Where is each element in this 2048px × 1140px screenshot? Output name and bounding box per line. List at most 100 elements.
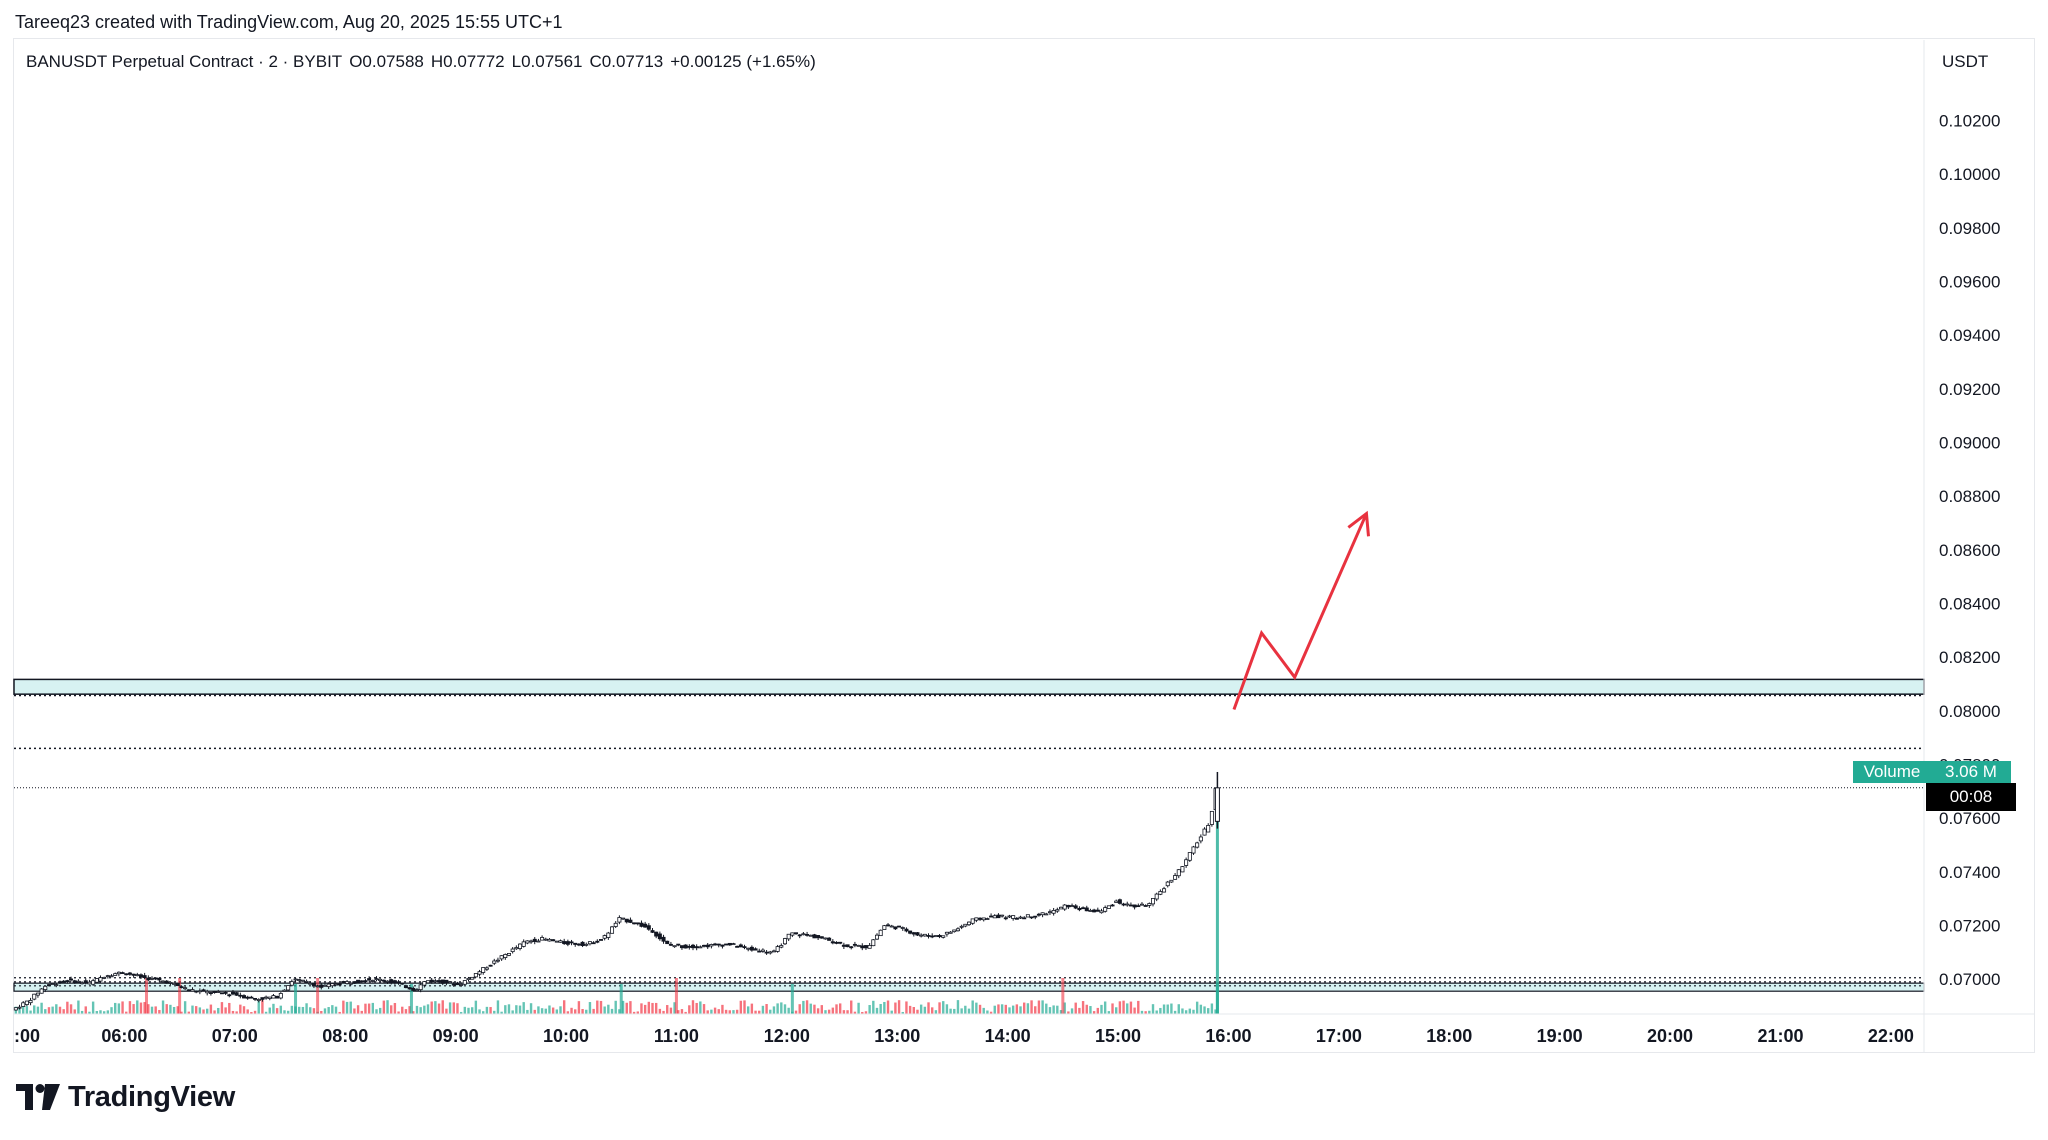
candle-body: [698, 946, 703, 949]
volume-bar: [463, 1006, 467, 1014]
volume-bar: [982, 1007, 985, 1014]
candle-body: [186, 989, 191, 992]
volume-bar: [1019, 1006, 1022, 1014]
candle-body: [967, 921, 972, 926]
candle-body: [955, 928, 960, 932]
volume-bar: [367, 1003, 371, 1014]
volume-bar: [165, 1004, 168, 1014]
candle-body: [1121, 903, 1126, 906]
time-tick-label: 19:00: [1537, 1026, 1583, 1046]
price-axis-currency[interactable]: USDT: [1942, 52, 1989, 71]
volume-bar: [710, 1009, 713, 1014]
volume-bar: [798, 1004, 801, 1014]
candle-body: [720, 944, 725, 947]
candle-body: [731, 943, 736, 946]
candle-body: [503, 954, 508, 958]
candle-body: [1214, 787, 1220, 822]
volume-bar: [371, 1002, 375, 1014]
candle-body: [893, 926, 898, 930]
volume-bar: [390, 1005, 393, 1014]
volume-bar: [1148, 1010, 1151, 1014]
candle-body: [518, 943, 523, 949]
candle-body: [514, 947, 519, 950]
chart-credit: Tareeq23 created with TradingView.com, A…: [15, 12, 563, 32]
volume-bar: [375, 1009, 378, 1014]
symbol-legend[interactable]: BANUSDT Perpetual Contract · 2 · BYBIT O0…: [26, 52, 823, 72]
candle-body: [830, 941, 835, 944]
volume-bar: [1181, 1008, 1184, 1014]
candle-body: [153, 977, 158, 980]
candle-body: [1077, 907, 1082, 911]
volume-bar: [283, 1010, 286, 1014]
volume-bar: [404, 1009, 408, 1014]
candle-body: [120, 972, 125, 974]
volume-bar: [250, 1011, 253, 1014]
volume-bar: [953, 1008, 956, 1014]
candle-body: [61, 980, 66, 983]
volume-bar: [816, 1008, 820, 1014]
volume-bar: [809, 1003, 812, 1014]
candle-body: [190, 989, 195, 992]
volume-spike: [178, 978, 182, 1014]
volume-bar: [1067, 1011, 1070, 1014]
volume-bar: [787, 1007, 790, 1014]
volume-bar: [349, 1001, 352, 1014]
candle-body: [794, 932, 799, 935]
candle-body: [385, 980, 390, 983]
volume-bar: [408, 1006, 411, 1014]
candle-body: [473, 973, 478, 978]
volume-bar: [986, 1010, 989, 1014]
volume-bar: [1015, 1004, 1019, 1014]
candle-body: [150, 977, 155, 980]
candle-body: [219, 992, 224, 995]
volume-bar: [143, 1002, 146, 1014]
time-tick-label: 14:00: [985, 1026, 1031, 1046]
volume-bar: [504, 1005, 507, 1014]
volume-bar: [526, 1009, 529, 1014]
volume-bar: [147, 1004, 150, 1014]
volume-bar: [334, 1006, 338, 1014]
volume-bar: [625, 1002, 628, 1014]
candle-body: [46, 984, 51, 986]
volume-bar: [555, 1009, 559, 1014]
candle-body: [1084, 907, 1089, 912]
candle-body: [455, 983, 460, 986]
volume-bar: [1166, 1004, 1169, 1014]
candle-body: [617, 917, 622, 923]
volume-bar: [662, 1010, 665, 1014]
volume-bar: [459, 1011, 463, 1014]
candle-body: [282, 989, 287, 992]
candle-body: [716, 943, 721, 946]
volume-bar: [22, 1006, 25, 1014]
tradingview-logo[interactable]: TradingView: [16, 1080, 235, 1114]
volume-bar: [154, 1006, 157, 1014]
candle-body: [922, 933, 927, 937]
volume-bar: [964, 1005, 967, 1014]
volume-bar: [912, 1007, 915, 1014]
candle-body: [1184, 859, 1189, 866]
volume-bar: [474, 1000, 478, 1014]
volume-bar: [850, 1000, 853, 1014]
candle-body: [58, 981, 63, 984]
volume-bar: [264, 1011, 268, 1014]
candle-body: [1047, 911, 1052, 914]
volume-bar: [732, 1010, 735, 1014]
candle-body: [540, 937, 545, 941]
volume-bar: [1008, 1007, 1011, 1014]
volume-bar: [198, 1007, 202, 1014]
volume-bar: [121, 1001, 124, 1014]
volume-bar: [493, 1010, 496, 1014]
volume-bar: [356, 1005, 360, 1014]
volume-bar: [88, 1011, 91, 1014]
candle-body: [1003, 917, 1008, 920]
candle-body: [676, 943, 681, 946]
volume-bar: [827, 1009, 831, 1014]
volume-bar: [551, 1007, 555, 1014]
candle-body: [470, 976, 475, 980]
candle-body: [919, 934, 924, 937]
candle-body: [334, 983, 339, 986]
volume-bar: [735, 1009, 739, 1014]
time-tick-label: 11:00: [654, 1026, 699, 1046]
volume-bar: [820, 1005, 823, 1014]
